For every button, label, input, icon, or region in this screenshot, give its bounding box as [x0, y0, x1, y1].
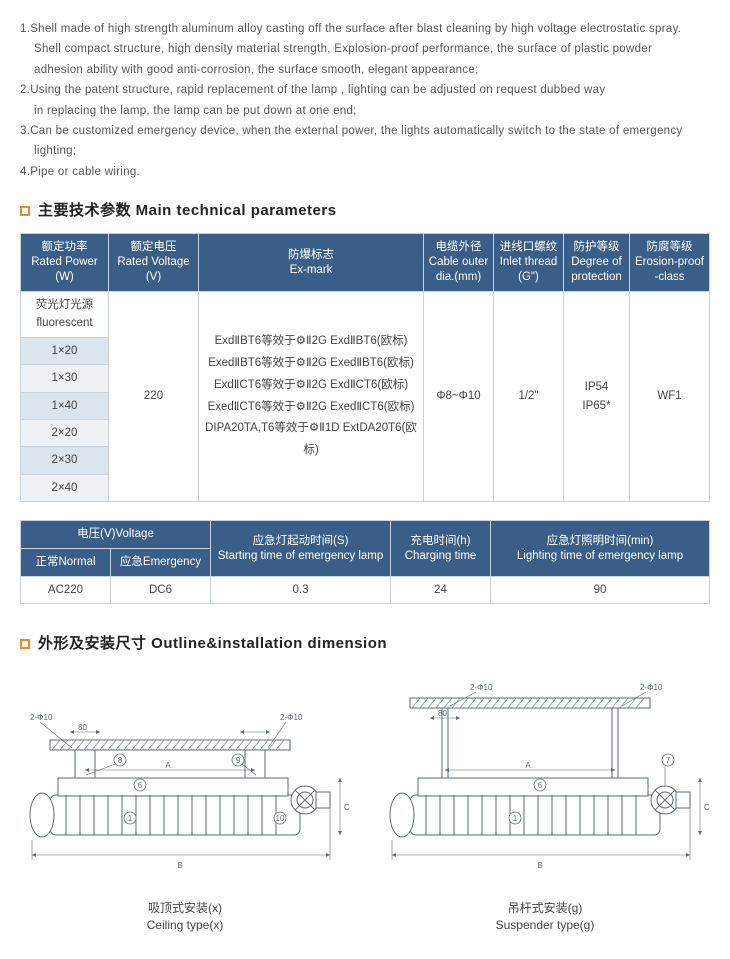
svg-text:80: 80	[438, 709, 447, 718]
caption-cn: 吸顶式安装(x)	[20, 900, 350, 917]
caption-cn: 吊杆式安装(g)	[380, 900, 710, 917]
feature-1c: adhesion ability with good anti-corrosio…	[20, 61, 710, 79]
diagram-suspender: 6 1 7 2-Φ10 2-Φ10 80 A B C	[380, 680, 710, 934]
feature-1b: Shell compact structure, high density ma…	[20, 40, 710, 58]
th-charge: 充电时间(h) Charging time	[391, 521, 491, 577]
diagram-caption: 吸顶式安装(x) Ceiling type(x)	[20, 900, 350, 934]
td-ip: IP54 IP65*	[564, 291, 630, 501]
svg-text:80: 80	[78, 723, 87, 732]
bullet-icon	[20, 206, 30, 216]
th-exmark: 防爆标志 Ex-mark	[199, 234, 424, 292]
th-normal: 正常Normal	[21, 549, 111, 577]
th-emerg: 应急Emergency	[111, 549, 211, 577]
feature-3: 3.Can be customized emergency device, wh…	[20, 122, 710, 140]
diagram-caption: 吊杆式安装(g) Suspender type(g)	[380, 900, 710, 934]
svg-text:B: B	[537, 861, 542, 870]
svg-text:B: B	[177, 861, 182, 870]
td-power: 2×30	[21, 447, 109, 474]
td-cable: Φ8~Φ10	[424, 291, 494, 501]
svg-text:1: 1	[128, 814, 133, 823]
svg-text:6: 6	[538, 781, 543, 790]
svg-text:9: 9	[236, 756, 241, 765]
th-inlet: 进线口螺纹 Inlet thread (G")	[494, 234, 564, 292]
th-ip: 防护等级 Degree of protection	[564, 234, 630, 292]
th-power: 额定功率 Rated Power (W)	[21, 234, 109, 292]
feature-3b: lighting;	[20, 142, 710, 160]
th-cable: 电缆外径 Cable outer dia.(mm)	[424, 234, 494, 292]
td-power: 1×30	[21, 365, 109, 392]
feature-4: 4.Pipe or cable wiring.	[20, 163, 710, 181]
td-erosion: WF1	[630, 291, 710, 501]
svg-text:C: C	[344, 803, 350, 812]
svg-text:7: 7	[666, 756, 671, 765]
td-power: 2×20	[21, 419, 109, 446]
exmark-line: DIPA20TA,T6等效于⚙Ⅱ1D ExtDA20T6(欧标)	[203, 418, 419, 462]
td-charge: 24	[391, 576, 491, 603]
svg-text:A: A	[525, 761, 531, 770]
svg-text:8: 8	[118, 756, 123, 765]
params-table: 额定功率 Rated Power (W) 额定电压 Rated Voltage …	[20, 233, 710, 502]
td-emerg: DC6	[111, 576, 211, 603]
svg-text:A: A	[165, 761, 171, 770]
caption-en: Ceiling type(x)	[20, 917, 350, 934]
td-exmark: ExdⅡBT6等效于⚙Ⅱ2G ExdⅡBT6(欧标) ExedⅡBT6等效于⚙Ⅱ…	[199, 291, 424, 501]
emergency-table: 电压(V)Voltage 应急灯起动时间(S) Starting time of…	[20, 520, 710, 604]
svg-text:1: 1	[513, 814, 518, 823]
svg-text:2-Φ10: 2-Φ10	[640, 683, 663, 692]
td-power: 1×20	[21, 337, 109, 364]
td-voltage: 220	[109, 291, 199, 501]
feature-1: 1.Shell made of high strength aluminum a…	[20, 20, 710, 38]
svg-text:2-Φ10: 2-Φ10	[280, 713, 303, 722]
td-power: 2×40	[21, 474, 109, 501]
td-fluor: 荧光灯光源 fluorescent	[21, 291, 109, 337]
section-heading-params: 主要技术参数 Main technical parameters	[20, 199, 710, 223]
exmark-line: ExedⅡBT6等效于⚙Ⅱ2G ExedⅡBT6(欧标)	[203, 353, 419, 375]
td-inlet: 1/2"	[494, 291, 564, 501]
th-light: 应急灯照明时间(min) Lighting time of emergency …	[491, 521, 710, 577]
td-normal: AC220	[21, 576, 111, 603]
feature-list: 1.Shell made of high strength aluminum a…	[20, 20, 710, 181]
feature-2b: in replacing the lamp, the lamp can be p…	[20, 102, 710, 120]
diagram-row: 8 6 1 9 10 2-Φ10 2-Φ10 80 A	[20, 680, 710, 934]
svg-text:C: C	[704, 803, 710, 812]
td-power: 1×40	[21, 392, 109, 419]
exmark-line: ExedⅡCT6等效于⚙Ⅱ2G ExedⅡCT6(欧标)	[203, 397, 419, 419]
td-light: 90	[491, 576, 710, 603]
section-title: 外形及安装尺寸 Outline&installation dimension	[38, 632, 387, 656]
svg-text:2-Φ10: 2-Φ10	[470, 683, 493, 692]
bullet-icon	[20, 639, 30, 649]
caption-en: Suspender type(g)	[380, 917, 710, 934]
section-heading-outline: 外形及安装尺寸 Outline&installation dimension	[20, 632, 710, 656]
th-start: 应急灯起动时间(S) Starting time of emergency la…	[211, 521, 391, 577]
exmark-line: ExdⅡBT6等效于⚙Ⅱ2G ExdⅡBT6(欧标)	[203, 331, 419, 353]
section-title: 主要技术参数 Main technical parameters	[38, 199, 337, 223]
th-voltage: 额定电压 Rated Voltage (V)	[109, 234, 199, 292]
th-erosion: 防腐等级 Erosion-proof -class	[630, 234, 710, 292]
svg-text:2-Φ10: 2-Φ10	[30, 713, 53, 722]
exmark-line: ExdⅡCT6等效于⚙Ⅱ2G ExdⅡCT6(欧标)	[203, 375, 419, 397]
diagram-ceiling: 8 6 1 9 10 2-Φ10 2-Φ10 80 A	[20, 700, 350, 934]
th-voltage2: 电压(V)Voltage	[21, 521, 211, 549]
feature-2: 2.Using the patent structure, rapid repl…	[20, 81, 710, 99]
td-start: 0.3	[211, 576, 391, 603]
svg-text:6: 6	[138, 781, 143, 790]
svg-text:10: 10	[276, 814, 285, 823]
